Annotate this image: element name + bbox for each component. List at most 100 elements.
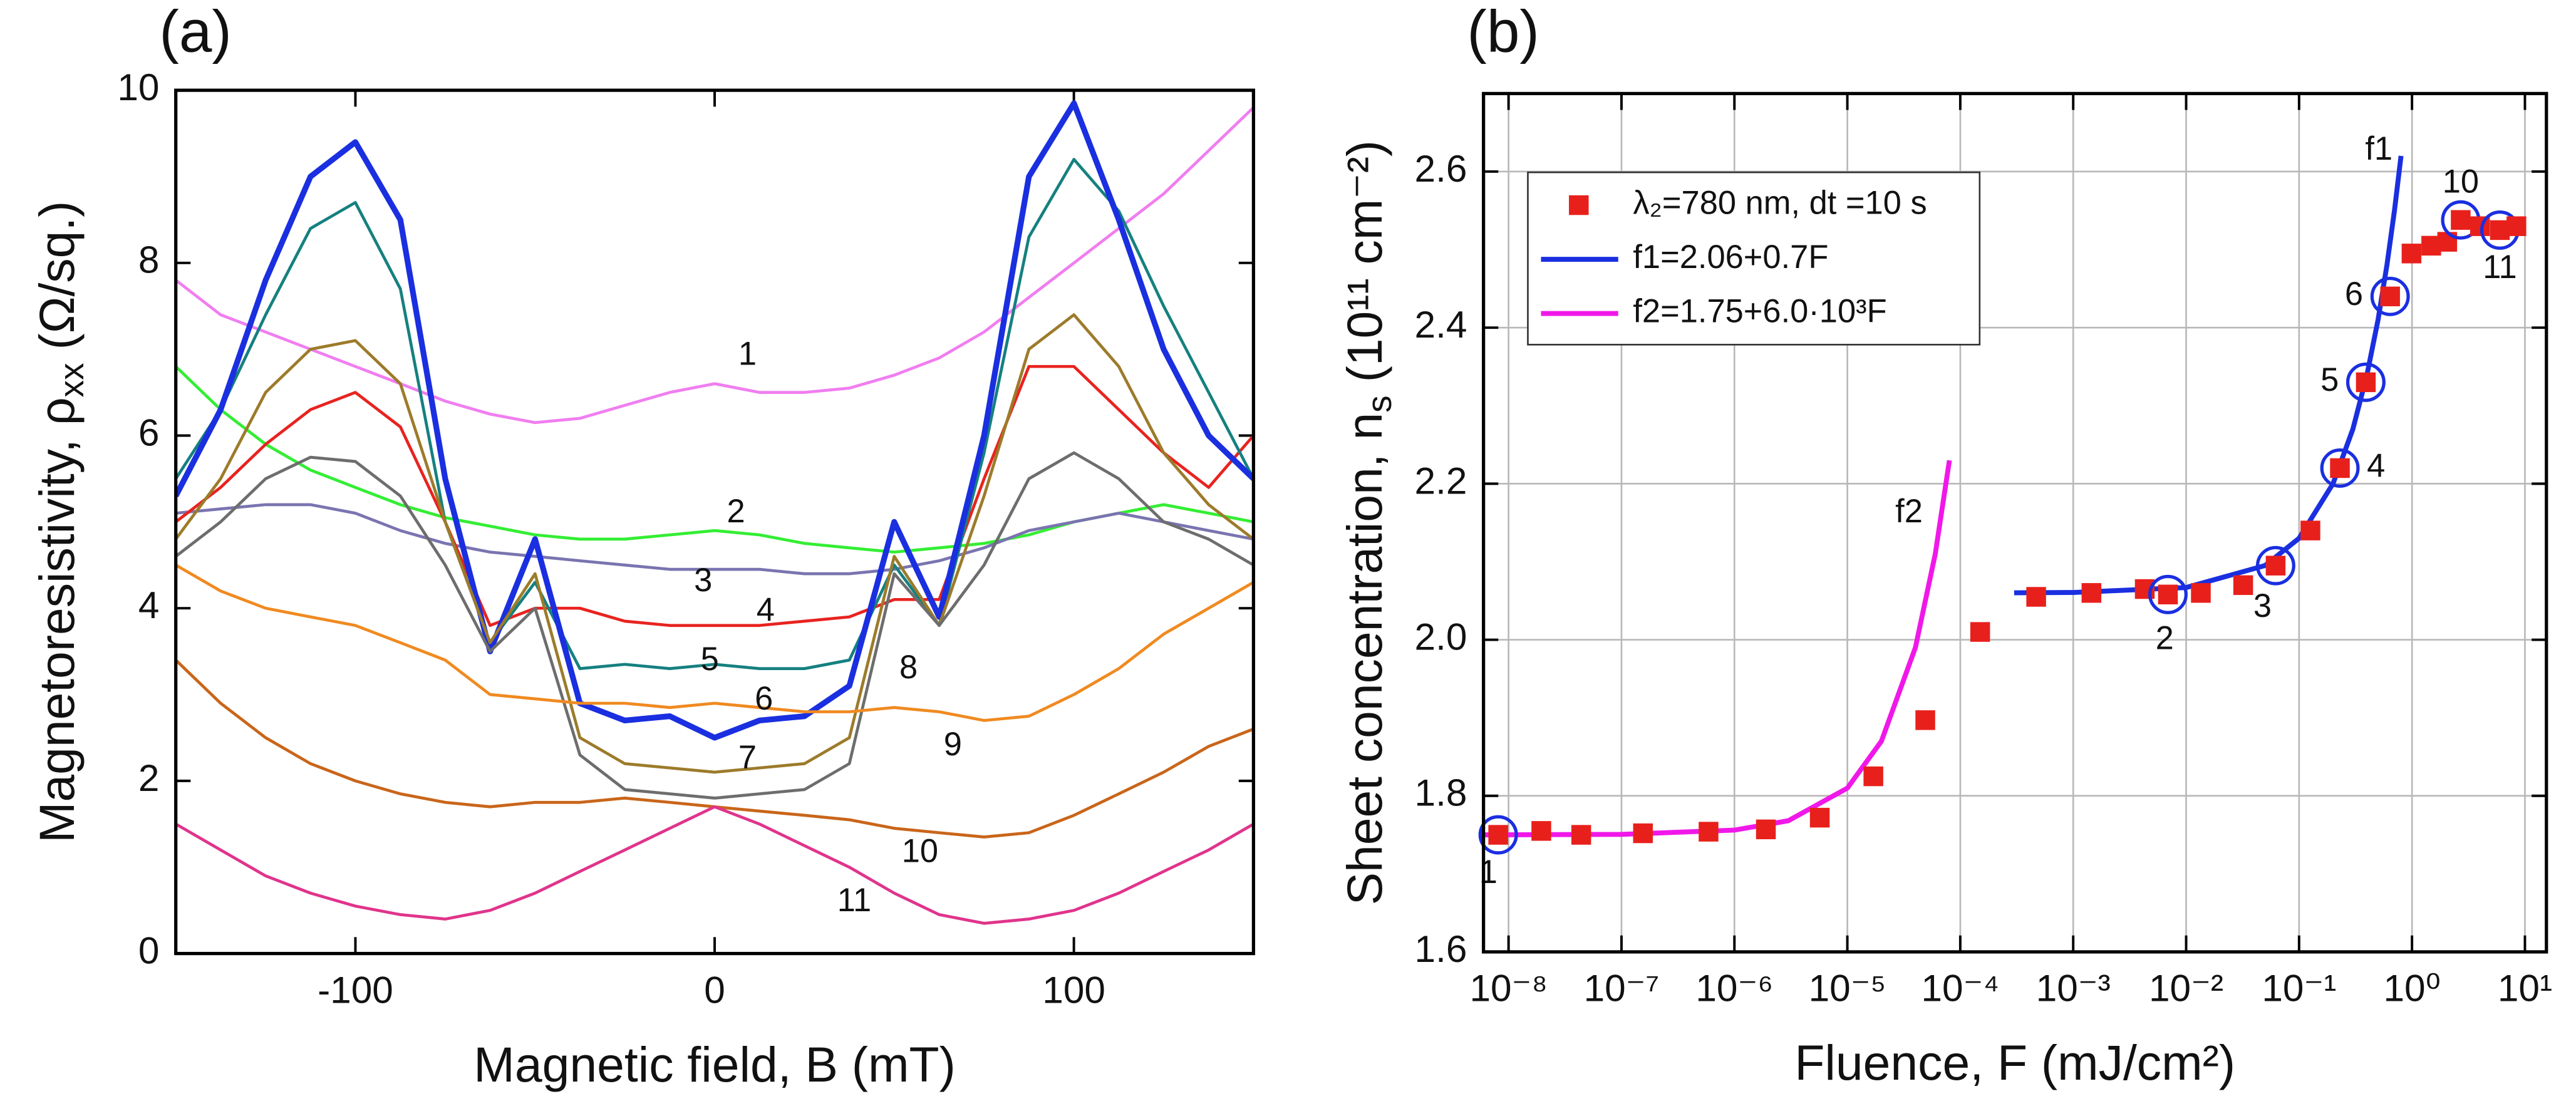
data-point: [1699, 822, 1719, 842]
y-axis-label-main: Magnetoresistivity, ρ: [29, 397, 85, 843]
plot-frame: [174, 88, 1256, 956]
point-label: 10: [2443, 163, 2479, 200]
data-point: [2380, 286, 2400, 307]
series-line: [175, 503, 1254, 576]
y-tick-label: 2.4: [1415, 303, 1467, 346]
data-point: [2233, 575, 2253, 596]
data-point: [2356, 372, 2376, 393]
curve-label: 6: [755, 681, 773, 717]
point-label: 4: [2367, 448, 2385, 484]
x-axis-label: Magnetic field, B (mT): [473, 1037, 956, 1092]
point-circle: [2346, 362, 2386, 402]
x-tick-label: 10⁻⁸: [1469, 967, 1547, 1010]
data-point: [1915, 710, 1935, 730]
curve-label: 10: [902, 834, 938, 870]
data-point: [1633, 823, 1653, 844]
x-tick-label: 10⁻⁵: [1809, 967, 1886, 1010]
data-point: [1970, 622, 1990, 642]
point-circle: [1478, 815, 1518, 855]
x-tick-label: 10⁻⁶: [1695, 967, 1773, 1010]
fit-label: f1: [2365, 131, 2392, 167]
point-label: 2: [2156, 621, 2174, 657]
y-axis-label-unit: (10¹¹ cm⁻²): [1337, 140, 1392, 382]
x-tick-label: 10⁻²: [2149, 967, 2223, 1010]
y-tick-label: 8: [138, 239, 160, 281]
legend-label: λ₂=780 nm, dt =10 s: [1633, 185, 1927, 221]
y-axis-label: Magnetoresistivity, ρxx (Ω/sq.): [29, 201, 91, 843]
curve-label: 8: [899, 649, 918, 686]
series-line: [175, 106, 1254, 425]
data-point: [2265, 555, 2286, 576]
fit-label: f2: [1895, 493, 1923, 530]
y-tick-label: 10: [117, 66, 159, 108]
point-circle: [2370, 276, 2410, 316]
y-tick-label: 2: [138, 757, 160, 799]
data-point: [1488, 825, 1508, 845]
point-circle: [2320, 448, 2360, 488]
x-tick-label: -100: [318, 968, 393, 1011]
x-tick-label: 10⁻⁷: [1584, 967, 1660, 1010]
data-point: [2451, 210, 2471, 230]
data-point: [1531, 821, 1551, 841]
data-point: [1756, 819, 1776, 840]
y-tick-label: 1.8: [1415, 772, 1467, 814]
plot-frame: [1482, 91, 2548, 954]
y-axis-label: Sheet concentration, ns (10¹¹ cm⁻²): [1337, 140, 1399, 905]
legend-marker: [1569, 195, 1589, 215]
x-tick-label: 10⁻¹: [2262, 967, 2336, 1010]
legend-label: f1=2.06+0.7F: [1633, 239, 1828, 276]
data-point: [2191, 583, 2211, 603]
series-line: [175, 805, 1254, 925]
point-label: 3: [2253, 588, 2272, 624]
y-tick-label: 2.6: [1415, 147, 1467, 190]
y-tick-label: 2.2: [1415, 459, 1467, 502]
series-line: [175, 100, 1254, 741]
panel: 0 2 4 6 8 10 -100 0 100 (a) Magnetic field, B (mT)…: [29, 0, 1256, 1092]
series-line: [175, 451, 1254, 800]
curve-label: 3: [694, 562, 712, 599]
series-line: [175, 158, 1254, 670]
fit-line: [1483, 460, 1952, 838]
data-point: [1809, 807, 1830, 828]
y-axis-label-sub: s: [1360, 395, 1399, 413]
data-point: [2490, 220, 2510, 240]
y-axis-label-main: Sheet concentration, n: [1337, 413, 1392, 906]
data-point: [1863, 766, 1883, 787]
curve-label: 9: [944, 726, 962, 763]
curve-label: 7: [738, 740, 757, 776]
point-circle: [2255, 545, 2295, 586]
data-point: [1571, 825, 1591, 845]
data-point: [2081, 583, 2102, 603]
point-label: 5: [2320, 362, 2339, 398]
x-tick-label: 10⁻³: [2036, 967, 2111, 1010]
point-label: 11: [2483, 249, 2517, 286]
legend-label: f2=1.75+6.0·10³F: [1633, 293, 1886, 329]
curve-label: 4: [757, 592, 775, 628]
y-axis-label-unit: (Ω/sq.): [29, 201, 85, 350]
data-point: [2026, 587, 2046, 607]
series-line: [175, 564, 1254, 722]
panel: 1.6 1.8 2.0 2.2 2.4 2.6 10⁻⁸ 10⁻⁷ 10⁻⁶ 10⁻⁵ 10⁻⁴ 10…: [1337, 0, 2552, 1090]
series-line: [175, 364, 1254, 628]
y-tick-label: 4: [138, 584, 160, 626]
data-point: [2158, 584, 2178, 605]
x-axis-label: Fluence, F (mJ/cm²): [1794, 1035, 2235, 1090]
y-tick-label: 1.6: [1415, 927, 1467, 970]
y-tick-label: 6: [138, 411, 160, 453]
series-line: [175, 313, 1254, 774]
x-tick-label: 10¹: [2498, 967, 2552, 1010]
y-axis-label-sub: xx: [52, 363, 91, 397]
y-tick-label: 0: [138, 929, 160, 972]
y-tick-label: 2.0: [1415, 615, 1467, 658]
curve-label: 5: [701, 641, 719, 678]
curve-label: 1: [738, 336, 757, 373]
legend: λ₂=780 nm, dt =10 s f1=2.06+0.7F f2=1.75+6…: [1527, 171, 1981, 346]
plot-area: [175, 100, 1254, 925]
panel-label: (a): [159, 0, 231, 65]
data-point: [2401, 244, 2422, 264]
data-point: [2437, 232, 2458, 252]
data-point: [2300, 520, 2320, 540]
